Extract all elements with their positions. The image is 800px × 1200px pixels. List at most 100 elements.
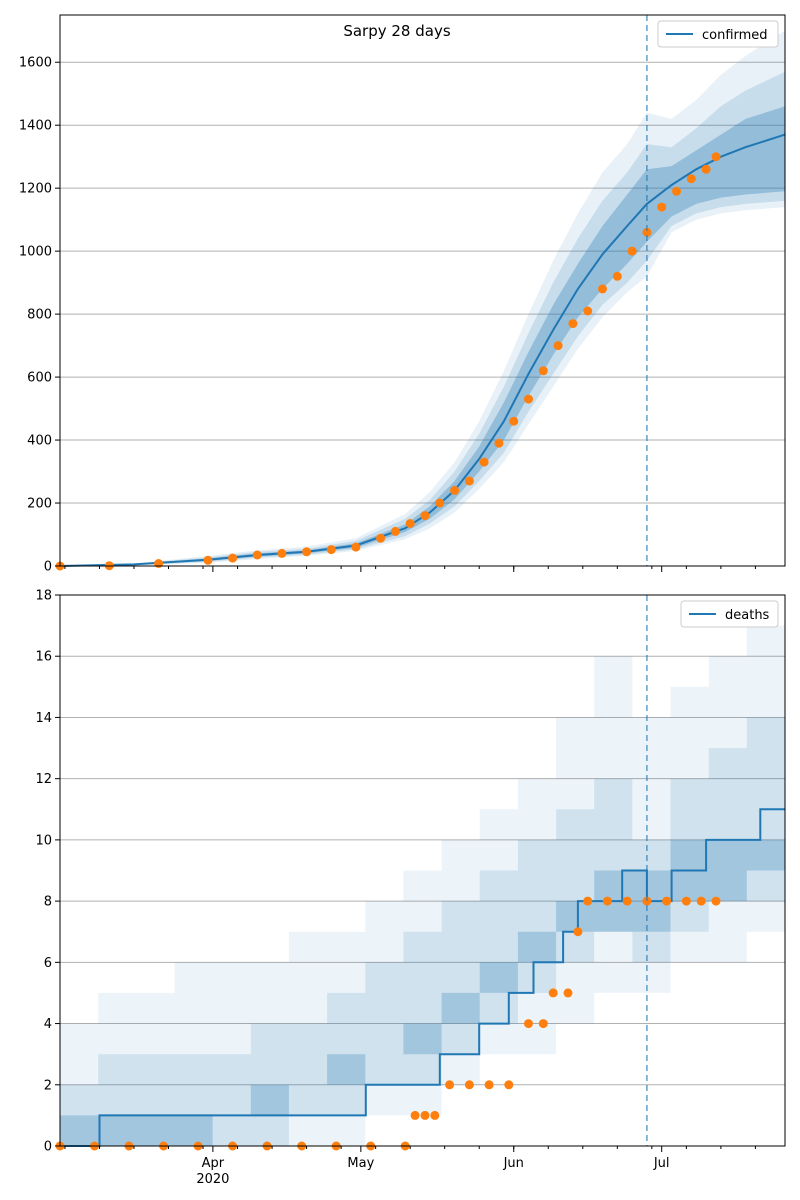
confirmed-observed-point	[583, 306, 593, 316]
deaths-observed-point	[573, 927, 583, 937]
deaths-observed-point	[410, 1110, 420, 1120]
deaths-observed-point	[711, 896, 721, 906]
deaths-y-tick-label: 10	[35, 833, 52, 848]
confirmed-observed-point	[203, 555, 213, 565]
confirmed-observed-point	[711, 152, 721, 162]
confirmed-observed-point	[376, 533, 386, 543]
confirmed-observed-point	[450, 485, 460, 495]
deaths-legend: deaths	[680, 600, 779, 628]
deaths-x-tick-label: Jul	[653, 1156, 670, 1171]
confirmed-chart: 0 200 400 600 800 1000 1200 1400 1600 Sarpy 28 d…	[19, 14, 786, 575]
deaths-observed-point	[504, 1080, 514, 1090]
confirmed-y-tick-label: 600	[27, 371, 52, 386]
confirmed-observed-point	[405, 519, 415, 528]
deaths-plot-frame	[59, 594, 786, 1147]
confirmed-observed-point	[252, 550, 262, 560]
deaths-observed-point	[602, 896, 612, 906]
confirmed-y-tick-label: 1400	[19, 119, 52, 134]
confirmed-observed-point	[464, 476, 474, 486]
deaths-bands	[60, 625, 785, 1146]
deaths-x-tick-label: Apr 2020	[196, 1156, 229, 1187]
confirmed-plot-frame	[59, 14, 786, 567]
confirmed-observed-point	[351, 542, 361, 552]
confirmed-observed-point	[154, 559, 164, 568]
deaths-y-tick-label: 6	[44, 956, 52, 971]
deaths-uncertainty-band	[60, 625, 785, 1146]
confirmed-observed-point	[390, 526, 400, 536]
deaths-y-tick-label: 8	[44, 895, 52, 910]
confirmed-y-tick-label: 0	[44, 560, 52, 575]
deaths-chart: 0 2 4 6 8 10 12 14 16 18 Apr 2020 May Jun Jul deaths	[35, 589, 786, 1187]
confirmed-observed-point	[420, 511, 430, 521]
confirmed-observed-point	[538, 366, 548, 376]
deaths-y-ticks: 0 2 4 6 8 10 12 14 16 18	[35, 589, 60, 1155]
deaths-y-tick-label: 0	[44, 1140, 52, 1155]
confirmed-y-tick-label: 800	[27, 308, 52, 323]
deaths-y-tick-label: 4	[44, 1017, 52, 1032]
confirmed-y-tick-label: 1000	[19, 245, 52, 260]
confirmed-legend: confirmed	[657, 20, 779, 48]
confirmed-bands	[60, 30, 785, 567]
confirmed-observed-point	[642, 227, 652, 237]
deaths-observed-point	[696, 896, 706, 906]
deaths-y-tick-label: 12	[35, 772, 52, 787]
confirmed-y-tick-label: 200	[27, 497, 52, 512]
confirmed-observed-point	[598, 284, 607, 294]
deaths-observed-point	[464, 1080, 474, 1090]
confirmed-chart-title: Sarpy 28 days	[343, 22, 450, 40]
confirmed-observed-point	[435, 498, 445, 508]
confirmed-observed-point	[228, 553, 238, 563]
deaths-observed-point	[662, 896, 672, 906]
deaths-x-tick-label: Jun	[503, 1156, 524, 1171]
confirmed-y-tick-label: 400	[27, 434, 52, 449]
confirmed-uncertainty-band	[60, 106, 785, 567]
confirmed-observed-point	[524, 394, 533, 404]
deaths-observed-point	[548, 988, 558, 998]
confirmed-observed-point	[657, 202, 667, 212]
confirmed-observed-point	[326, 545, 336, 555]
deaths-y-tick-label: 14	[35, 711, 52, 726]
deaths-observed-point	[484, 1080, 494, 1090]
deaths-y-tick-label: 2	[44, 1078, 52, 1093]
deaths-observed-point	[445, 1080, 455, 1090]
deaths-legend-box	[680, 600, 779, 628]
confirmed-uncertainty-band	[60, 30, 785, 566]
deaths-x-tick-label: May	[347, 1156, 374, 1171]
deaths-observed-point	[622, 896, 632, 906]
deaths-observed-point	[681, 896, 691, 906]
deaths-x-ticks: Apr 2020 May Jun Jul	[64, 1146, 756, 1187]
confirmed-x-ticks	[64, 566, 756, 572]
confirmed-y-tick-label: 1600	[19, 56, 52, 71]
confirmed-y-tick-label: 1200	[19, 182, 52, 197]
confirmed-observed-point	[627, 246, 637, 256]
deaths-y-tick-label: 18	[35, 589, 52, 604]
deaths-observed-point	[524, 1019, 533, 1029]
confirmed-observed-point	[686, 174, 696, 184]
confirmed-observed-point	[701, 164, 711, 174]
confirmed-legend-box	[657, 20, 779, 48]
deaths-uncertainty-band	[60, 778, 785, 1146]
confirmed-y-ticks: 0 200 400 600 800 1000 1200 1400 1600	[19, 56, 60, 575]
deaths-uncertainty-band	[60, 717, 785, 1146]
deaths-plot-area	[60, 595, 785, 1146]
deaths-observed-point	[430, 1110, 440, 1120]
deaths-observed-point	[563, 988, 573, 998]
confirmed-observed-point	[509, 416, 519, 426]
deaths-markers	[55, 896, 721, 1151]
confirmed-observed-point	[479, 457, 489, 467]
deaths-observed-point	[583, 896, 593, 906]
deaths-series	[60, 808, 785, 1147]
confirmed-observed-point	[302, 547, 312, 557]
confirmed-observed-point	[568, 319, 578, 329]
confirmed-observed-point	[612, 271, 622, 281]
confirmed-gridlines	[60, 61, 785, 567]
deaths-legend-label: deaths	[725, 608, 770, 623]
confirmed-observed-point	[553, 341, 563, 351]
confirmed-uncertainty-band	[60, 71, 785, 566]
deaths-model-line	[60, 808, 785, 1147]
deaths-observed-point	[538, 1019, 548, 1029]
confirmed-observed-point	[672, 186, 681, 196]
confirmed-plot-area	[60, 15, 785, 566]
deaths-observed-point	[642, 896, 652, 906]
